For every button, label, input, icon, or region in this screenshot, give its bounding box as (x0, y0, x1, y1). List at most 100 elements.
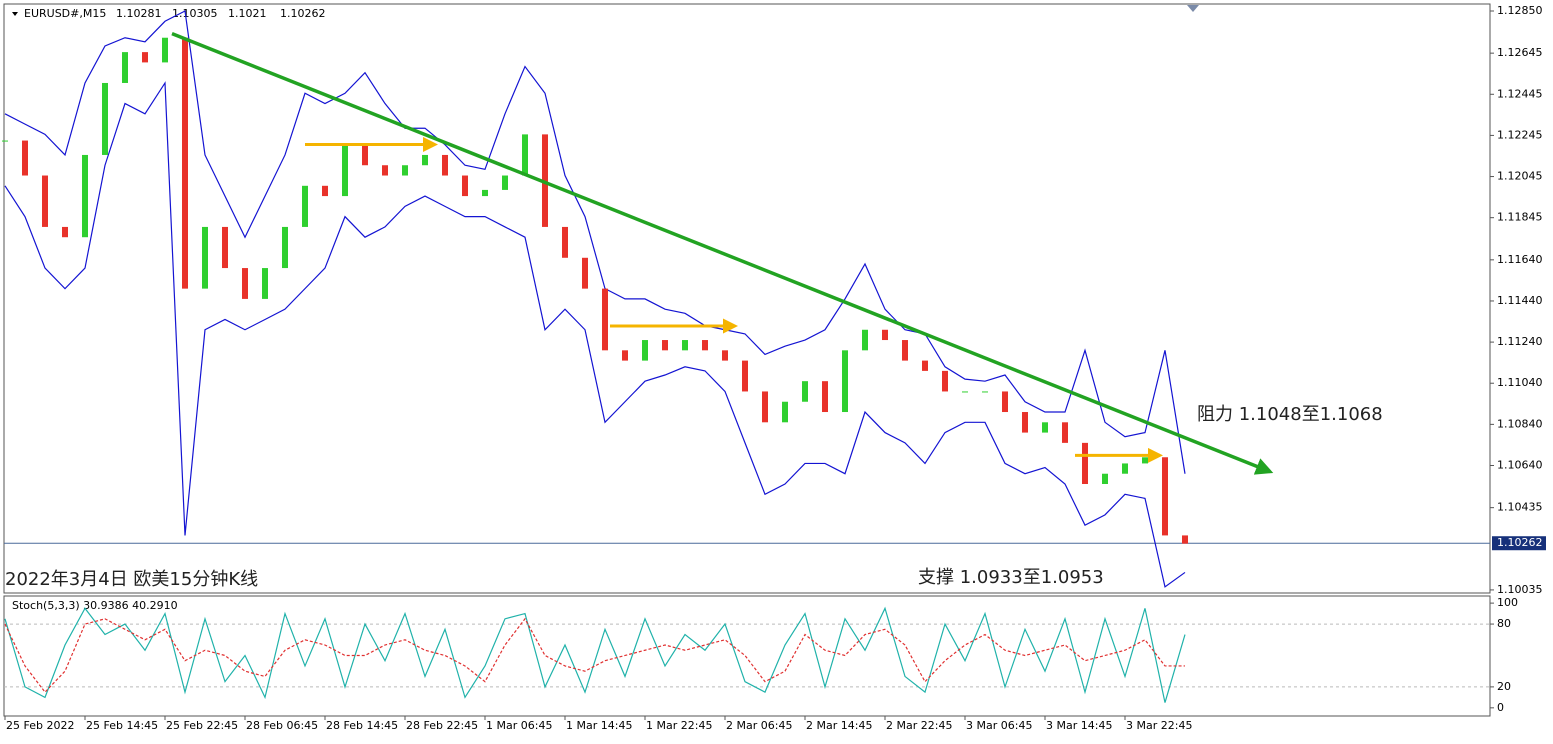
y-tick-label: 1.12445 (1497, 87, 1543, 100)
resistance-note: 阻力 1.1048至1.1068 (1197, 404, 1383, 425)
x-tick-label: 28 Feb 22:45 (406, 719, 478, 732)
ohlc-open: 1.10281 (116, 7, 162, 20)
y-tick-label: 1.12245 (1497, 128, 1543, 141)
candle (442, 154, 448, 176)
x-tick-label: 2 Mar 06:45 (726, 719, 792, 732)
candle (242, 268, 248, 299)
ohlc-high: 1.10305 (172, 7, 218, 20)
candle (222, 226, 228, 269)
candle (262, 268, 268, 299)
candle (22, 140, 28, 176)
candle (882, 329, 888, 341)
x-tick-label: 28 Feb 14:45 (326, 719, 398, 732)
y-tick-label: 80 (1497, 617, 1511, 630)
candle (842, 350, 848, 413)
y-tick-label: 1.10640 (1497, 458, 1543, 471)
symbol: EURUSD#,M15 (24, 7, 106, 20)
stoch-line (4, 617, 1185, 694)
candle (1042, 422, 1048, 433)
candle (522, 134, 528, 176)
candle (402, 165, 408, 176)
candle (322, 185, 328, 197)
candle (1022, 412, 1028, 433)
stoch-frame (3, 595, 1491, 717)
trendline (171, 31, 1274, 475)
y-tick-label: 1.12645 (1497, 46, 1543, 59)
y-tick-label: 1.12045 (1497, 170, 1543, 183)
candle (862, 329, 868, 351)
bollinger-band (4, 10, 1186, 474)
menu-arrow (12, 12, 18, 16)
candle (1162, 457, 1168, 536)
y-tick-label: 1.11040 (1497, 376, 1543, 389)
candle (802, 381, 808, 402)
candle (1122, 463, 1128, 474)
candle (502, 175, 508, 190)
y-tick-label: 0 (1497, 701, 1504, 714)
x-tick-label: 2 Mar 22:45 (886, 719, 952, 732)
candle (1062, 422, 1068, 443)
candle (642, 340, 648, 361)
candle (1142, 457, 1148, 464)
stoch-line (4, 606, 1186, 703)
candle (782, 401, 788, 423)
candle (1002, 391, 1008, 413)
candle (822, 381, 828, 413)
candle (1182, 535, 1188, 544)
current-price-label: 1.10262 (1497, 536, 1543, 549)
main-frame (3, 3, 1491, 594)
x-tick-label: 1 Mar 06:45 (486, 719, 552, 732)
candle (602, 288, 608, 351)
candle (562, 226, 568, 258)
ohlc-close: 1.10262 (280, 7, 326, 20)
candle (1082, 442, 1088, 485)
candle (102, 82, 108, 155)
chart-caption: 2022年3月4日 欧美15分钟K线 (5, 569, 258, 590)
candle (182, 37, 188, 289)
y-tick-label: 1.11845 (1497, 211, 1543, 224)
stoch-title: Stoch(5,3,3) 30.9386 40.2910 (12, 599, 178, 612)
candle (582, 257, 588, 289)
candle (622, 350, 628, 361)
candle (122, 52, 128, 83)
candle (682, 340, 688, 351)
y-tick-label: 1.11240 (1497, 335, 1543, 348)
y-tick-label: 1.10035 (1497, 583, 1543, 596)
ohlc-low: 1.1021 (228, 7, 267, 20)
candle (902, 340, 908, 361)
x-tick-label: 3 Mar 14:45 (1046, 719, 1112, 732)
candle (722, 350, 728, 361)
candle (82, 154, 88, 238)
candle (382, 165, 388, 176)
candle (982, 391, 988, 393)
candle (42, 175, 48, 227)
y-tick-label: 1.11440 (1497, 294, 1543, 307)
x-tick-label: 3 Mar 22:45 (1126, 719, 1192, 732)
candle (662, 340, 668, 351)
candle (282, 226, 288, 269)
y-tick-label: 1.10435 (1497, 501, 1543, 514)
candle (202, 226, 208, 289)
candle (702, 340, 708, 351)
candle (922, 360, 928, 371)
candle (742, 360, 748, 392)
x-tick-label: 25 Feb 2022 (6, 719, 74, 732)
candle (1102, 473, 1108, 485)
shift-marker (1187, 5, 1199, 12)
candle (462, 175, 468, 197)
y-tick-label: 1.12850 (1497, 4, 1543, 17)
y-tick-label: 1.11640 (1497, 253, 1543, 266)
y-tick-label: 100 (1497, 596, 1518, 609)
candle (942, 370, 948, 392)
x-tick-label: 1 Mar 22:45 (646, 719, 712, 732)
candle (142, 52, 148, 63)
bollinger-band (4, 81, 1186, 588)
candle (422, 154, 428, 166)
candle (302, 185, 308, 227)
candle (62, 226, 68, 238)
x-tick-label: 25 Feb 22:45 (166, 719, 238, 732)
current-price-box (1492, 536, 1546, 551)
support-note: 支撑 1.0933至1.0953 (918, 567, 1104, 588)
x-tick-label: 2 Mar 14:45 (806, 719, 872, 732)
